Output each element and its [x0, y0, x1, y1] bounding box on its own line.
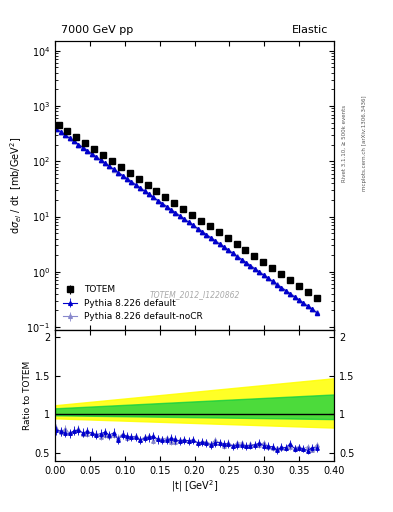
Y-axis label: Ratio to TOTEM: Ratio to TOTEM	[23, 360, 32, 430]
Text: TOTEM_2012_I1220862: TOTEM_2012_I1220862	[149, 290, 240, 300]
Text: Elastic: Elastic	[292, 25, 329, 35]
Y-axis label: d$\sigma_{el}$ / dt  [mb/GeV$^2$]: d$\sigma_{el}$ / dt [mb/GeV$^2$]	[8, 137, 24, 234]
Legend: TOTEM, Pythia 8.226 default, Pythia 8.226 default-noCR: TOTEM, Pythia 8.226 default, Pythia 8.22…	[59, 282, 206, 325]
Text: 7000 GeV pp: 7000 GeV pp	[61, 25, 133, 35]
Text: mcplots.cern.ch [arXiv:1306.3436]: mcplots.cern.ch [arXiv:1306.3436]	[362, 96, 367, 191]
X-axis label: |t| [GeV$^2$]: |t| [GeV$^2$]	[171, 478, 218, 494]
Text: Rivet 3.1.10, ≥ 500k events: Rivet 3.1.10, ≥ 500k events	[342, 105, 347, 182]
